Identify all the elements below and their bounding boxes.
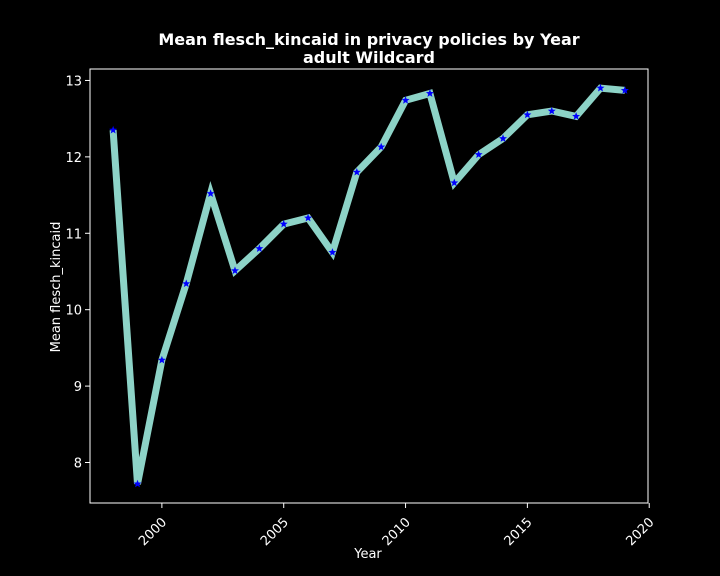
data-point-star	[572, 112, 581, 120]
data-point-star	[450, 178, 459, 187]
data-point-star	[109, 125, 118, 134]
data-point-star	[596, 83, 605, 92]
y-tick-label: 9	[74, 380, 82, 395]
data-point-star	[401, 96, 410, 104]
x-axis-label: Year	[353, 547, 382, 562]
data-point-star	[304, 213, 313, 222]
axes-frame	[89, 68, 649, 504]
data-point-star	[547, 106, 556, 115]
data-point-star	[328, 248, 337, 256]
y-tick-label: 11	[65, 227, 82, 242]
y-tick-label: 10	[65, 304, 82, 319]
series-line	[109, 84, 626, 485]
y-axis-label: Mean flesch_kincaid	[49, 222, 64, 353]
y-tick-label: 13	[65, 74, 82, 89]
data-point-star	[255, 244, 264, 252]
chart-subtitle: adult Wildcard	[303, 48, 435, 67]
data-point-star	[133, 479, 142, 488]
data-point-star	[523, 110, 532, 119]
y-tick-label: 12	[65, 151, 82, 166]
y-tick-label: 8	[74, 457, 82, 472]
data-point-star	[499, 134, 508, 142]
data-point-star	[157, 355, 166, 364]
data-point-star	[620, 86, 629, 94]
data-point-star	[279, 219, 288, 228]
data-point-star	[474, 150, 483, 158]
chart-title: Mean flesch_kincaid in privacy policies …	[158, 30, 579, 49]
data-point-star	[206, 189, 215, 197]
data-point-star	[182, 279, 191, 288]
data-point-star	[425, 89, 434, 97]
data-point-star	[230, 266, 239, 275]
data-point-star	[377, 142, 386, 151]
data-point-star	[352, 167, 361, 176]
plot-area	[109, 83, 629, 488]
